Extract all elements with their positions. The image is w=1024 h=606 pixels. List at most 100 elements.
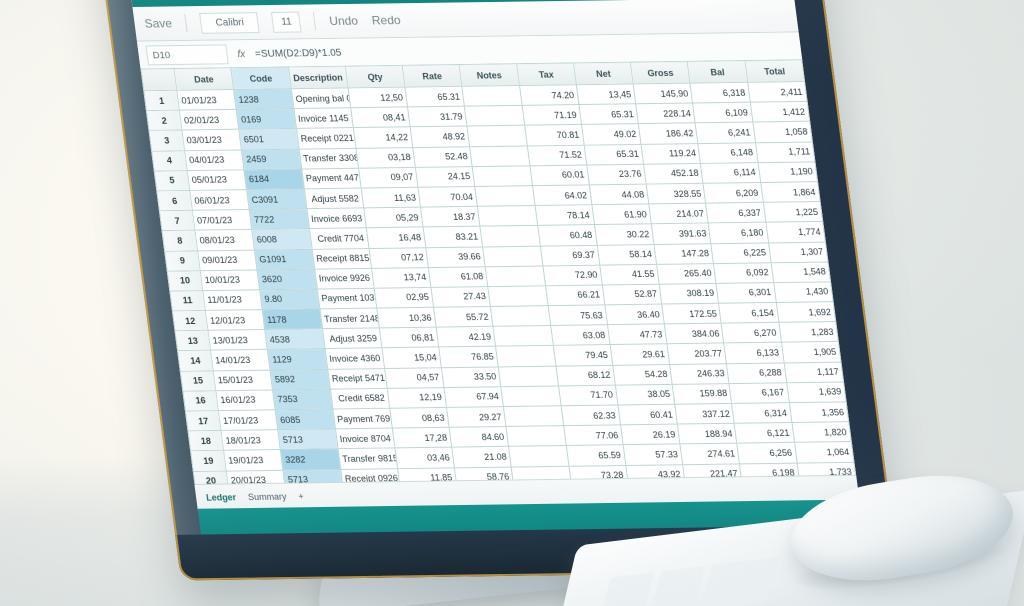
grid-cell[interactable]: 6,121 bbox=[734, 422, 795, 444]
grid-cell[interactable]: 76.85 bbox=[438, 346, 499, 368]
grid-cell[interactable]: 65.31 bbox=[578, 103, 639, 125]
grid-cell[interactable]: 31.79 bbox=[407, 106, 468, 128]
grid-cell[interactable]: 6,114 bbox=[700, 162, 761, 184]
grid-cell[interactable]: 58.14 bbox=[596, 244, 657, 265]
function-icon[interactable]: fx bbox=[236, 48, 246, 60]
sheet-tab-summary[interactable]: Summary bbox=[247, 491, 288, 503]
grid-cell[interactable]: 42.19 bbox=[436, 326, 496, 348]
grid-cell[interactable]: 60.01 bbox=[529, 164, 590, 186]
grid-cell[interactable]: 02,95 bbox=[373, 287, 434, 309]
grid-cell[interactable]: 1,774 bbox=[765, 221, 826, 243]
grid-cell[interactable]: 03,46 bbox=[394, 447, 455, 469]
grid-cell[interactable]: 6008 bbox=[252, 228, 312, 250]
grid-cell[interactable]: 68.12 bbox=[555, 364, 616, 386]
column-header-G[interactable]: Tax bbox=[516, 62, 577, 86]
add-sheet-button[interactable]: + bbox=[297, 491, 305, 502]
grid-cell[interactable]: 6,209 bbox=[703, 182, 763, 204]
grid-cell[interactable]: 1,692 bbox=[775, 301, 836, 323]
grid-cell[interactable] bbox=[508, 445, 569, 467]
font-size-select[interactable]: 11 bbox=[271, 11, 302, 33]
grid-cell[interactable]: 09,07 bbox=[358, 167, 418, 188]
grid-cell[interactable]: 337.12 bbox=[674, 403, 735, 425]
grid-cell[interactable]: 6,314 bbox=[731, 402, 792, 424]
grid-cell[interactable]: 5713 bbox=[278, 429, 338, 450]
grid-cell[interactable]: 6,256 bbox=[737, 442, 797, 464]
sheet-tab-ledger[interactable]: Ledger bbox=[205, 492, 237, 503]
grid-cell[interactable]: 391.63 bbox=[651, 223, 712, 245]
grid-cell[interactable]: 77.06 bbox=[563, 425, 623, 446]
column-header-F[interactable]: Notes bbox=[459, 63, 520, 87]
grid-cell[interactable]: 26.19 bbox=[620, 424, 681, 446]
row-header[interactable]: 3 bbox=[149, 130, 185, 151]
grid-cell[interactable]: Transfer 9815 bbox=[337, 448, 398, 470]
grid-cell[interactable] bbox=[464, 105, 525, 127]
grid-cell[interactable] bbox=[501, 385, 561, 407]
grid-cell[interactable]: Opening bal 001 bbox=[290, 87, 351, 109]
grid-cell[interactable] bbox=[477, 205, 538, 227]
grid-cell[interactable]: 74.20 bbox=[519, 84, 579, 106]
grid-cell[interactable]: 1,820 bbox=[791, 421, 852, 443]
grid-cell[interactable]: 49.02 bbox=[581, 123, 642, 145]
row-header[interactable]: 8 bbox=[162, 230, 198, 251]
grid-cell[interactable]: 2459 bbox=[241, 148, 302, 170]
grid-cell[interactable]: 1129 bbox=[267, 348, 328, 370]
row-header[interactable]: 5 bbox=[154, 170, 190, 191]
grid-cell[interactable]: 02/01/23 bbox=[179, 109, 240, 131]
grid-cell[interactable]: Payment 4471 bbox=[301, 167, 361, 189]
grid-cell[interactable]: Adjust 5582 bbox=[303, 187, 364, 209]
grid-cell[interactable]: 27.43 bbox=[430, 286, 491, 308]
grid-cell[interactable]: 1,117 bbox=[783, 361, 844, 383]
redo-button[interactable]: Redo bbox=[370, 13, 402, 28]
grid-cell[interactable]: 7722 bbox=[249, 208, 310, 230]
grid-cell[interactable]: 1,190 bbox=[757, 161, 818, 183]
grid-cell[interactable]: 11/01/23 bbox=[202, 289, 263, 311]
grid-cell[interactable]: 384.06 bbox=[664, 323, 725, 345]
grid-cell[interactable]: 18/01/23 bbox=[220, 429, 281, 451]
font-family-select[interactable]: Calibri bbox=[199, 11, 260, 34]
grid-cell[interactable]: 48.92 bbox=[410, 126, 470, 148]
grid-cell[interactable]: C3091 bbox=[246, 188, 307, 210]
grid-cell[interactable]: 84.60 bbox=[449, 426, 509, 448]
grid-cell[interactable]: 12,19 bbox=[386, 387, 447, 409]
grid-cell[interactable]: 9.80 bbox=[259, 288, 320, 310]
grid-cell[interactable]: 64.02 bbox=[532, 184, 592, 206]
grid-cell[interactable]: Invoice 4360 bbox=[324, 348, 385, 369]
row-header[interactable]: 6 bbox=[156, 190, 193, 211]
grid-cell[interactable] bbox=[498, 365, 559, 387]
grid-cell[interactable]: 1238 bbox=[233, 88, 294, 110]
row-header[interactable]: 12 bbox=[172, 310, 208, 331]
column-header-H[interactable]: Net bbox=[573, 62, 634, 85]
grid-cell[interactable]: 24.15 bbox=[415, 166, 476, 188]
grid-cell[interactable]: 6,148 bbox=[698, 142, 758, 164]
row-header[interactable]: 15 bbox=[180, 370, 216, 392]
row-header[interactable]: 10 bbox=[167, 270, 203, 291]
column-header-J[interactable]: Bal bbox=[687, 60, 748, 84]
grid-cell[interactable] bbox=[495, 345, 556, 367]
grid-cell[interactable]: 6,109 bbox=[692, 102, 753, 124]
grid-cell[interactable]: 6501 bbox=[239, 128, 299, 150]
grid-cell[interactable]: 119.24 bbox=[641, 143, 701, 164]
grid-cell[interactable]: 08/01/23 bbox=[194, 229, 255, 251]
grid-cell[interactable]: 52.48 bbox=[412, 146, 473, 168]
grid-cell[interactable]: 13,45 bbox=[576, 83, 636, 105]
grid-cell[interactable]: 66.21 bbox=[545, 284, 605, 306]
grid-cell[interactable]: 6,167 bbox=[729, 382, 789, 404]
grid-cell[interactable]: 03/01/23 bbox=[181, 129, 242, 151]
grid-cell[interactable]: G1091 bbox=[254, 248, 315, 270]
grid-cell[interactable]: 265.40 bbox=[656, 263, 717, 285]
grid-cell[interactable]: 145.90 bbox=[633, 83, 693, 104]
grid-cell[interactable]: 6,288 bbox=[726, 362, 787, 384]
grid-cell[interactable]: 06/01/23 bbox=[189, 189, 250, 211]
grid-cell[interactable]: 65.31 bbox=[583, 143, 644, 165]
grid-cell[interactable]: 61.08 bbox=[428, 266, 489, 288]
grid-cell[interactable]: 172.55 bbox=[661, 303, 722, 325]
grid-cell[interactable]: 147.28 bbox=[654, 243, 714, 265]
grid-cell[interactable]: 6184 bbox=[244, 168, 304, 190]
grid-cell[interactable]: Invoice 1145 bbox=[293, 107, 354, 129]
grid-cell[interactable]: 214.07 bbox=[648, 203, 709, 225]
grid-cell[interactable]: 38.05 bbox=[615, 384, 675, 406]
grid-cell[interactable]: 17/01/23 bbox=[218, 409, 279, 431]
grid-cell[interactable]: 08,63 bbox=[389, 407, 450, 429]
grid-cell[interactable]: Credit 6582 bbox=[329, 388, 390, 410]
grid-cell[interactable]: 328.55 bbox=[646, 183, 706, 205]
